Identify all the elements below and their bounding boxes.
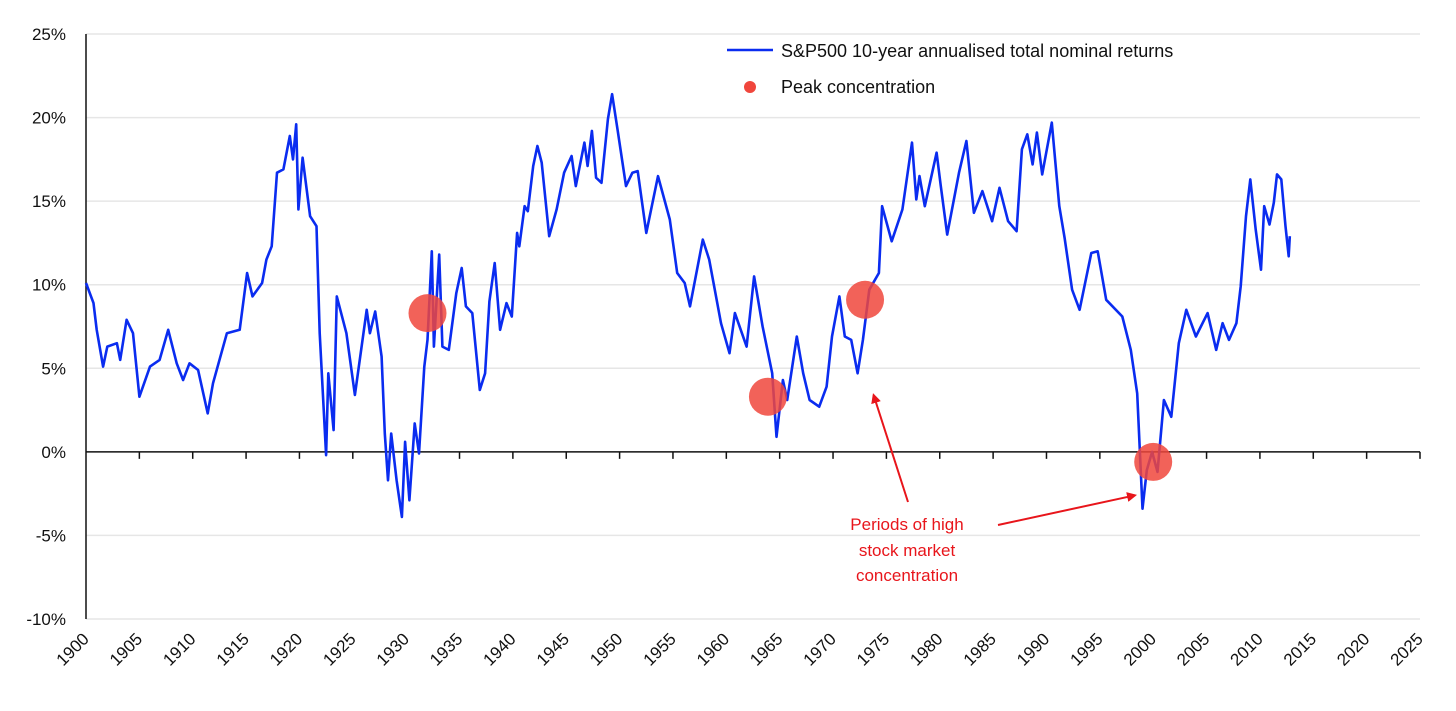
y-tick-label: 25% [32,25,66,44]
x-tick-label: 1925 [319,629,359,669]
peak-concentration-dots [408,280,1173,481]
x-tick-label: 2020 [1333,629,1373,669]
x-tick-label: 2010 [1227,629,1267,669]
x-tick-label: 1975 [853,629,893,669]
x-tick-label: 1955 [640,629,680,669]
x-tick-label: 1935 [426,629,466,669]
x-tick-label: 2005 [1173,629,1213,669]
x-tick-label: 1970 [800,629,840,669]
y-tick-label: -5% [36,526,66,545]
x-tick-label: 1930 [373,629,413,669]
x-axis: 1900 1905 1910 1915 1920 1925 1930 1935 1940 1945… [53,451,1427,670]
x-tick-label: 2025 [1387,629,1427,669]
annotation-line-3: concentration [856,566,958,585]
x-tick-label: 1960 [693,629,733,669]
x-tick-label: 2000 [1120,629,1160,669]
annotation-arrow-1 [871,393,909,503]
x-tick-label: 1910 [159,629,199,669]
peak-concentration-dot [846,280,885,319]
x-tick-label: 1905 [106,629,146,669]
x-tick-label: 1945 [533,629,573,669]
x-tick-label: 1950 [586,629,626,669]
x-tick-label: 1920 [266,629,306,669]
x-tick-label: 2015 [1280,629,1320,669]
peak-concentration-dot [408,294,447,333]
peak-concentration-dot [748,377,787,416]
returns-series-line [84,92,1292,519]
annotation-arrow-2 [997,492,1138,526]
annotation-line-2: stock market [859,541,956,560]
x-tick-label: 1990 [1013,629,1053,669]
gridlines [86,33,1420,620]
legend: S&P500 10-year annualised total nominal … [727,41,1173,97]
peak-concentration-dot [1134,442,1173,481]
y-tick-label: 5% [41,359,66,378]
legend-label-returns: S&P500 10-year annualised total nominal … [781,41,1173,61]
x-tick-label: 1995 [1066,629,1106,669]
x-tick-label: 1965 [746,629,786,669]
legend-dot-swatch [744,81,756,93]
y-tick-label: 0% [41,443,66,462]
x-tick-label: 1940 [480,629,520,669]
y-tick-label: 15% [32,192,66,211]
y-axis-tick-labels: 25% 20% 15% 10% 5% 0% -5% -10% [26,25,66,629]
x-tick-label: 1985 [960,629,1000,669]
y-tick-label: -10% [26,610,66,629]
y-tick-label: 20% [32,109,66,128]
annotation: Periods of high stock market concentrati… [850,393,1138,585]
x-tick-label: 1900 [53,629,93,669]
x-tick-label: 1980 [906,629,946,669]
annotation-line-1: Periods of high [850,515,963,534]
x-tick-label: 1915 [213,629,253,669]
legend-label-peak: Peak concentration [781,77,935,97]
y-tick-label: 10% [32,276,66,295]
